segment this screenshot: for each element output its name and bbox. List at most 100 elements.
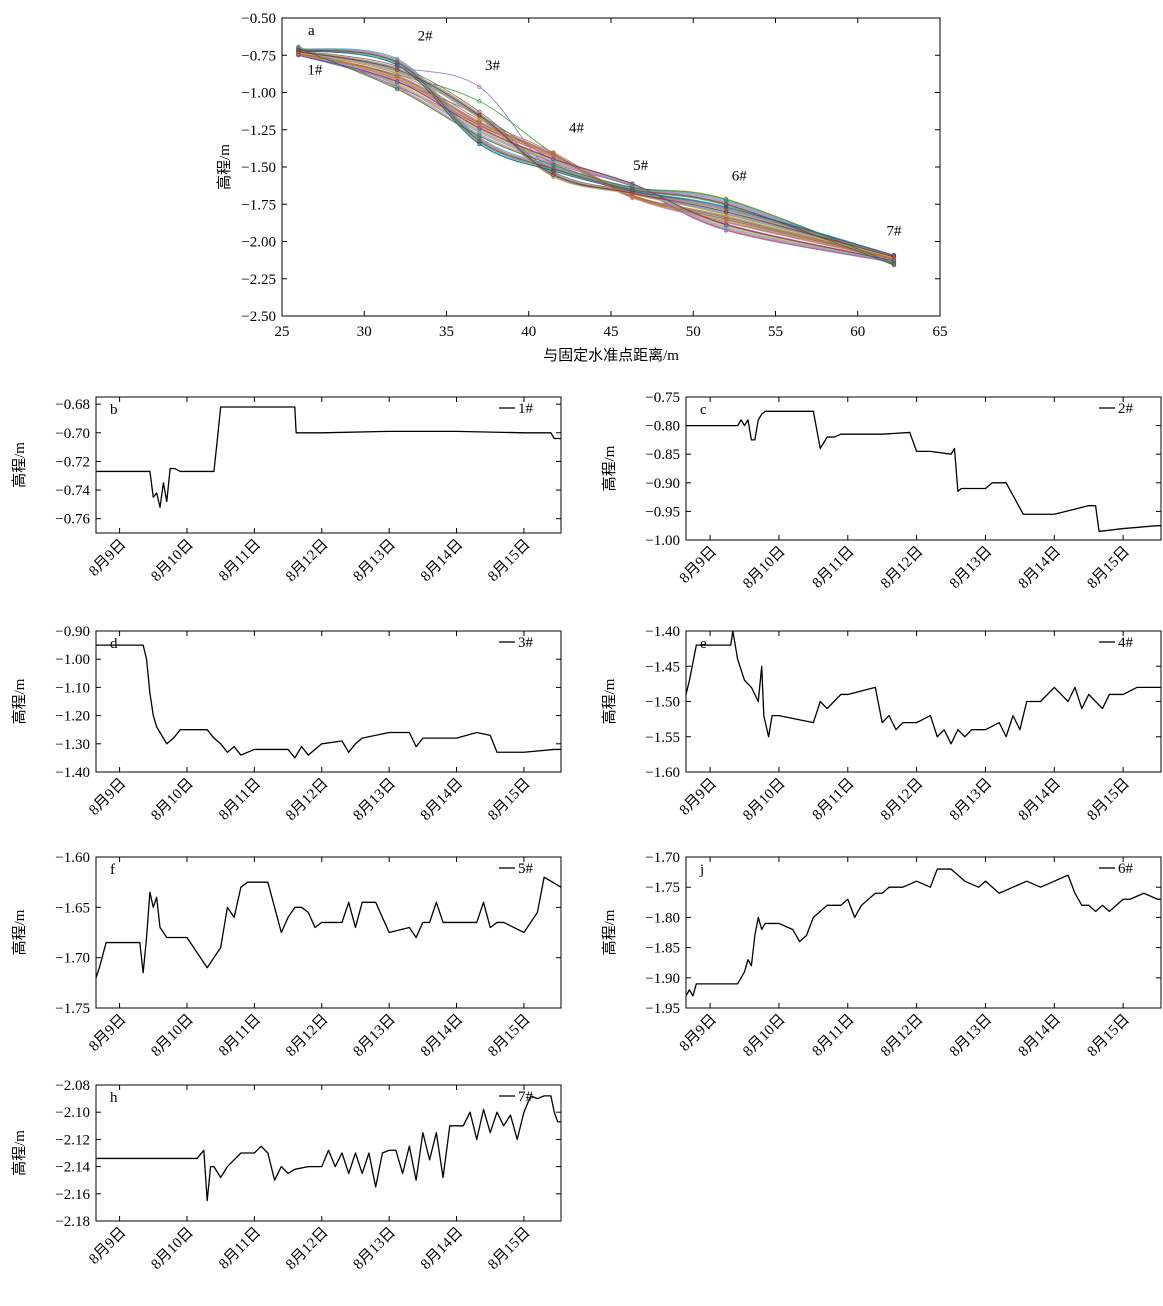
panel-c-xtick-label: 8月10日 [740, 544, 788, 592]
panel-a-profile-point [891, 257, 897, 262]
panel-a-xtick-label: 55 [768, 324, 783, 340]
panel-a-profile-point [724, 205, 729, 210]
panel-a-profile-line [298, 49, 895, 266]
panel-a-profile-line [298, 50, 895, 257]
panel-d-xtick-label: 8月11日 [216, 776, 264, 824]
panel-a-profile-line [298, 47, 895, 264]
panel-a-profile-point [395, 86, 400, 92]
panel-b: 8月9日 8月10日 8月11日 8月12日 8月13日 8月14日 8月15日 −0.68 −… [11, 397, 561, 585]
panel-a-profile-point [477, 99, 482, 104]
panel-a-ytick-label: −1.00 [241, 86, 276, 102]
panel-d-ytick-label: −1.30 [55, 737, 90, 753]
panel-b-xtick-label: 8月10日 [148, 537, 196, 585]
panel-a-xtick-label: 65 [933, 324, 948, 340]
panel-j: 8月9日 8月10日 8月11日 8月12日 8月13日 8月14日 8月15日 −1.70 −… [601, 850, 1161, 1060]
panel-c-xtick-label: 8月13日 [947, 544, 995, 592]
panel-a-profile-point [395, 67, 400, 72]
panel-b-tag: b [110, 402, 118, 418]
panel-d-ytick-label: −1.10 [55, 680, 90, 696]
panel-e-ytick-label: −1.55 [645, 730, 680, 746]
panel-a-profile-line [298, 46, 895, 263]
panel-j-xtick-label: 8月13日 [947, 1012, 995, 1060]
panel-f-xtick-label: 8月9日 [86, 1012, 129, 1055]
panel-c-legend-label: 2# [1118, 401, 1134, 417]
panel-a-point-label: 2# [418, 28, 434, 44]
panel-a-profile-point [724, 212, 729, 218]
panel-h-xtick-label: 8月12日 [283, 1225, 331, 1273]
panel-h-ytick-label: −2.14 [55, 1160, 90, 1176]
panel-h: 8月9日 8月10日 8月11日 8月12日 8月13日 8月14日 8月15日 −2.08 −… [11, 1078, 561, 1273]
panel-a-profile-line [298, 54, 895, 262]
panel-a-xtick-label: 25 [275, 324, 290, 340]
panel-c-xtick-label: 8月12日 [878, 544, 926, 592]
panel-a-profile-point [477, 134, 482, 139]
panel-a-profile-point [477, 126, 482, 131]
panel-c-series-line [686, 410, 1161, 533]
panel-f-ylabel: 高程/m [11, 909, 28, 955]
panel-a-profile-point [395, 70, 400, 75]
panel-j-xtick-label: 8月11日 [810, 1012, 858, 1060]
panel-h-xtick-label: 8月11日 [216, 1225, 264, 1273]
panel-a-point-label: 3# [485, 58, 501, 74]
panel-j-tag: j [699, 862, 704, 878]
panel-h-xtick-label: 8月14日 [418, 1225, 466, 1273]
panel-e-ytick-label: −1.40 [645, 624, 680, 640]
panel-f-xtick-label: 8月11日 [216, 1012, 264, 1060]
panel-j-xtick-label: 8月15日 [1085, 1012, 1133, 1060]
panel-j-ylabel: 高程/m [601, 909, 618, 955]
panel-a-profile-point [724, 197, 729, 202]
panel-a-ytick-label: −2.25 [241, 272, 276, 288]
panel-f-series-line [95, 876, 562, 979]
panel-a-profile-point [724, 222, 729, 227]
panel-f-xtick-label: 8月13日 [351, 1012, 399, 1060]
panel-e-tag: e [700, 636, 707, 652]
panel-d-xtick-label: 8月10日 [148, 776, 196, 824]
panel-e-frame [685, 630, 1162, 773]
panel-h-tag: h [110, 1090, 118, 1106]
panel-j-ytick-label: −1.95 [645, 1001, 680, 1017]
panel-f-ytick-label: −1.75 [55, 1001, 90, 1017]
panel-a-profile-point [891, 261, 897, 266]
panel-a-profile-point [724, 217, 729, 222]
panel-e-ytick-label: −1.60 [645, 765, 680, 781]
panel-a-profile-line [298, 51, 895, 258]
panel-a-profile-point [395, 60, 400, 65]
panel-h-xtick-label: 8月9日 [86, 1225, 129, 1268]
panel-h-xtick-label: 8月13日 [351, 1225, 399, 1273]
panel-j-ytick-label: −1.70 [645, 850, 680, 866]
panel-a-point-label: 7# [886, 224, 902, 240]
panel-a-profile-point [477, 113, 482, 118]
panel-a-profile-line [298, 53, 895, 260]
panel-d: 8月9日 8月10日 8月11日 8月12日 8月13日 8月14日 8月15日 −0.90 −… [11, 624, 561, 824]
panel-a-profile-line [298, 49, 895, 256]
panel-b-xtick-label: 8月15日 [485, 537, 533, 585]
panel-a-profile-point [477, 116, 482, 121]
panel-a-profile-line [298, 52, 895, 259]
panel-a-profile-point [551, 156, 556, 162]
panel-c-xtick-label: 8月14日 [1016, 544, 1064, 592]
panel-h-xtick-label: 8月10日 [148, 1225, 196, 1273]
panel-e-xtick-label: 8月10日 [740, 776, 788, 824]
panel-f-xtick-label: 8月14日 [418, 1012, 466, 1060]
panel-a-xtick-label: 35 [439, 324, 454, 340]
panel-h-ytick-label: −2.08 [55, 1078, 90, 1094]
panel-e-xtick-label: 8月9日 [677, 776, 720, 819]
panel-a-profile-point [395, 74, 400, 80]
panel-a-profile-point [477, 138, 482, 144]
panel-c-ytick-label: −0.75 [645, 390, 680, 406]
panel-b-xtick-label: 8月12日 [283, 537, 331, 585]
panel-c-frame [685, 396, 1162, 541]
panel-f-frame [95, 856, 562, 1009]
panel-f-legend-label: 5# [518, 861, 534, 877]
panel-a-profile-point [891, 254, 897, 259]
panel-f-xtick-label: 8月12日 [283, 1012, 331, 1060]
panel-d-tag: d [110, 636, 118, 652]
panel-b-ytick-label: −0.76 [55, 512, 90, 528]
panel-d-ytick-label: −1.20 [55, 709, 90, 725]
panel-a-profile-point [551, 166, 556, 171]
panel-a-profile-point [891, 253, 897, 258]
panel-e: 8月9日 8月10日 8月11日 8月12日 8月13日 8月14日 8月15日 −1.40 −… [601, 624, 1161, 824]
panel-a-profile-point [724, 202, 729, 207]
panel-a-xtick-label: 60 [850, 324, 865, 340]
panel-d-ytick-label: −1.00 [55, 652, 90, 668]
